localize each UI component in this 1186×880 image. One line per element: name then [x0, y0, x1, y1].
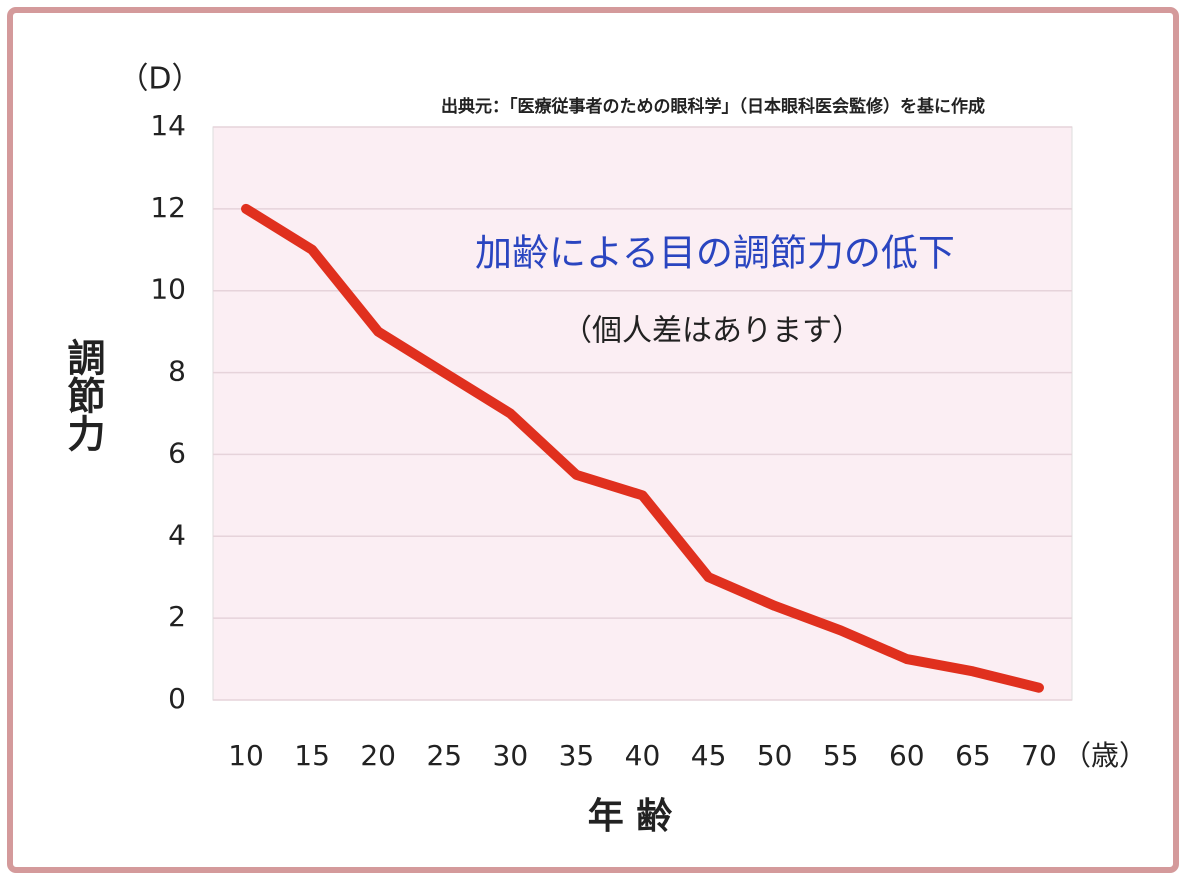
x-tick-label: 65: [955, 739, 991, 772]
x-tick-label: 10: [228, 739, 264, 772]
x-tick-label: 30: [493, 739, 529, 772]
x-tick-label: 55: [823, 739, 859, 772]
chart-subtitle: （個人差はあります）: [562, 314, 862, 349]
x-tick-label: 45: [691, 739, 727, 772]
x-tick-label: 60: [889, 739, 925, 772]
data-line: [241, 203, 1044, 693]
chart-title: 加齢による目の調節力の低下: [475, 232, 955, 275]
x-tick-label: 15: [294, 739, 330, 772]
x-tick-label: 50: [757, 739, 793, 772]
source-note: 出典元：「医療従事者のための眼科学」（日本眼科医会監修）を基に作成: [441, 96, 985, 117]
y-tick-label: 10: [150, 273, 186, 306]
y-tick-label: 8: [168, 355, 186, 388]
y-tick-label: 6: [168, 436, 186, 469]
x-tick-label: 20: [360, 739, 396, 772]
y-tick-label: 2: [168, 600, 186, 633]
y-tick-label: 12: [150, 191, 186, 224]
x-axis-label: 年 齢: [588, 796, 673, 837]
y-tick-label: 4: [168, 518, 186, 551]
y-tick-label: 14: [150, 109, 186, 142]
x-tick-label: 70: [1021, 739, 1057, 772]
y-axis-label: 調節力: [61, 338, 105, 452]
plot-area: [212, 126, 1073, 701]
y-tick-label: 0: [168, 682, 186, 715]
x-tick-label: 25: [426, 739, 462, 772]
x-unit: （歳）: [1063, 739, 1147, 772]
x-tick-label: 35: [559, 739, 595, 772]
y-unit: （D）: [118, 62, 201, 97]
x-tick-label: 40: [625, 739, 661, 772]
